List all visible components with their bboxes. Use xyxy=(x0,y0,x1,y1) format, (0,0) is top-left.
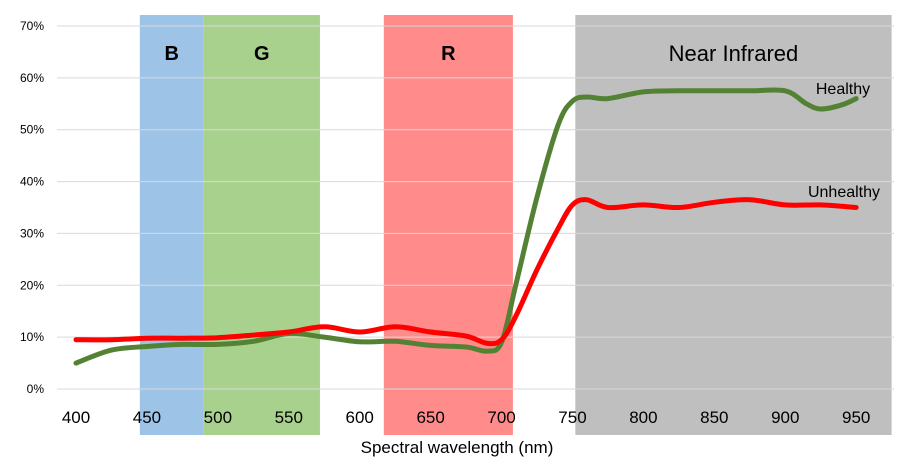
x-tick-label: 550 xyxy=(275,408,303,427)
y-tick-label: 70% xyxy=(20,19,44,33)
band-label-near-infrared: Near Infrared xyxy=(669,41,799,66)
band-g xyxy=(203,15,320,435)
x-tick-label: 700 xyxy=(487,408,515,427)
band-r xyxy=(383,15,513,435)
series-label-healthy: Healthy xyxy=(816,81,870,98)
y-tick-label: 50% xyxy=(20,123,44,137)
series-line-unhealthy xyxy=(73,197,859,347)
x-tick-label: 750 xyxy=(558,408,586,427)
x-tick-label: 950 xyxy=(842,408,870,427)
series-line-healthy xyxy=(73,87,859,366)
band-label-g: G xyxy=(254,43,270,65)
x-tick-label: 800 xyxy=(629,408,657,427)
y-tick-label: 30% xyxy=(20,226,44,240)
x-tick-label: 900 xyxy=(771,408,799,427)
x-tick-label: 600 xyxy=(346,408,374,427)
x-tick-label: 400 xyxy=(62,408,90,427)
band-near-infrared xyxy=(575,15,892,435)
y-tick-label: 10% xyxy=(20,330,44,344)
y-tick-label: 20% xyxy=(20,278,44,292)
x-tick-label: 650 xyxy=(416,408,444,427)
x-tick-label: 500 xyxy=(204,408,232,427)
band-label-r: R xyxy=(441,43,456,65)
band-label-b: B xyxy=(165,43,179,65)
x-tick-label: 450 xyxy=(133,408,161,427)
chart-labels: B G R Near Infrared Healthy Unhealthy xyxy=(165,41,881,201)
spectral-bands xyxy=(139,15,892,435)
series-label-unhealthy: Unhealthy xyxy=(808,184,880,201)
y-tick-label: 60% xyxy=(20,71,44,85)
axis-ticks: 0% 10% 20% 30% 40% 50% 60% 70% 400 450 500 550 600 65… xyxy=(20,19,870,427)
band-b xyxy=(139,15,204,435)
series-lines xyxy=(73,87,859,366)
y-tick-label: 0% xyxy=(27,382,45,396)
x-tick-label: 850 xyxy=(700,408,728,427)
x-axis-title: Spectral wavelength (nm) xyxy=(361,438,554,457)
y-tick-label: 40% xyxy=(20,175,44,189)
